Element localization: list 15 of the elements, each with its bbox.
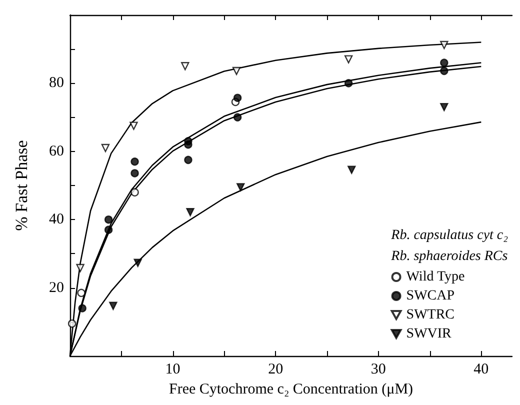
legend-label: SWTRC [406, 308, 455, 322]
x-tick-label: 30 [370, 362, 386, 378]
y-tick-label: 20 [49, 280, 64, 296]
x-tick-label: 40 [474, 362, 489, 378]
y-tick-label: 80 [49, 75, 64, 92]
legend-label: SWVIR [406, 326, 452, 342]
y-tick-label: 60 [49, 143, 64, 160]
y-tick-label: 40 [49, 212, 64, 228]
y-axis-title: % Fast Phase [12, 140, 31, 231]
legend-title: Rb. capsulatus cyt c₂ Rb. sphaeroides RCs [390, 228, 508, 264]
x-axis-title: Free Cytochrome c₂ Concentration (μM) [168, 381, 414, 398]
x-tick-label: 20 [268, 362, 284, 378]
legend-label: SWCAP [406, 288, 455, 304]
x-tick-label: 10 [165, 362, 180, 378]
legend-label: Wild Type [406, 270, 465, 284]
